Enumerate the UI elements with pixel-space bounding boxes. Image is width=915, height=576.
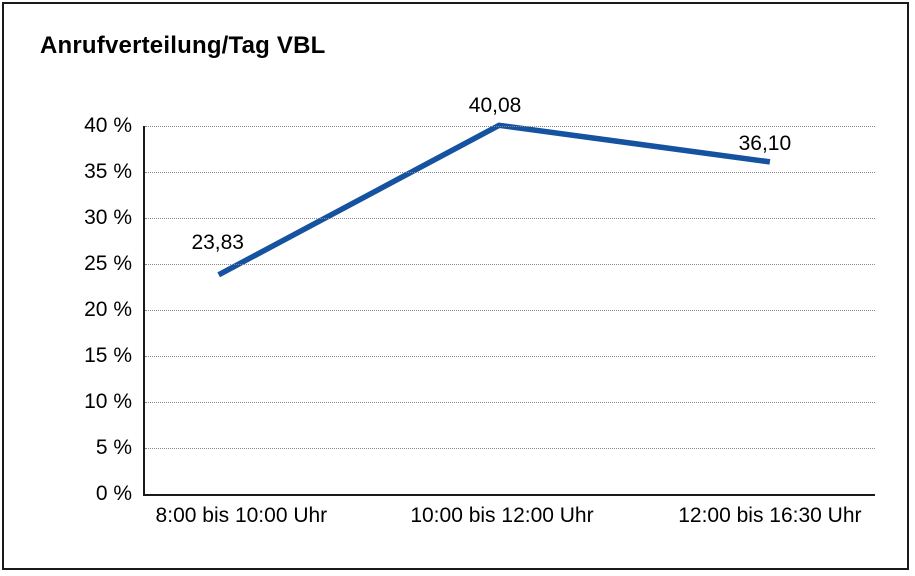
gridline-15 — [145, 356, 875, 357]
gridline-40 — [145, 126, 875, 127]
data-point-label: 40,08 — [468, 94, 522, 118]
y-axis-tick-label: 30 % — [84, 206, 132, 229]
plot-area: 23,83 40,08 36,10 — [143, 94, 875, 496]
x-axis-category-label: 12:00 bis 16:30 Uhr — [678, 504, 862, 527]
gridline-5 — [145, 448, 875, 449]
gridline-35 — [145, 172, 875, 173]
data-point-label: 36,10 — [738, 131, 792, 155]
y-axis-tick-label: 40 % — [84, 114, 132, 137]
y-axis-tick-label: 5 % — [95, 436, 132, 459]
y-axis-tick-label: 15 % — [84, 344, 132, 367]
gridline-20 — [145, 310, 875, 311]
gridline-25 — [145, 264, 875, 265]
gridline-30 — [145, 218, 875, 219]
y-axis-tick-label: 20 % — [84, 298, 132, 321]
data-point-label: 23,83 — [191, 230, 244, 254]
line-series-svg — [217, 122, 771, 278]
chart-title: Anrufverteilung/Tag VBL — [40, 32, 326, 59]
gridline-10 — [145, 402, 875, 403]
y-axis-tick-label: 10 % — [84, 390, 132, 413]
x-axis-category-label: 8:00 bis 10:00 Uhr — [155, 504, 328, 527]
y-axis-tick-label: 35 % — [84, 160, 132, 183]
chart-frame: Anrufverteilung/Tag VBL 23,83 40,08 36,10 … — [2, 2, 909, 570]
data-line — [217, 122, 771, 278]
x-axis-category-label: 10:00 bis 12:00 Uhr — [410, 504, 594, 527]
y-axis-tick-label: 0 % — [95, 482, 132, 505]
y-axis-tick-label: 25 % — [84, 252, 132, 275]
